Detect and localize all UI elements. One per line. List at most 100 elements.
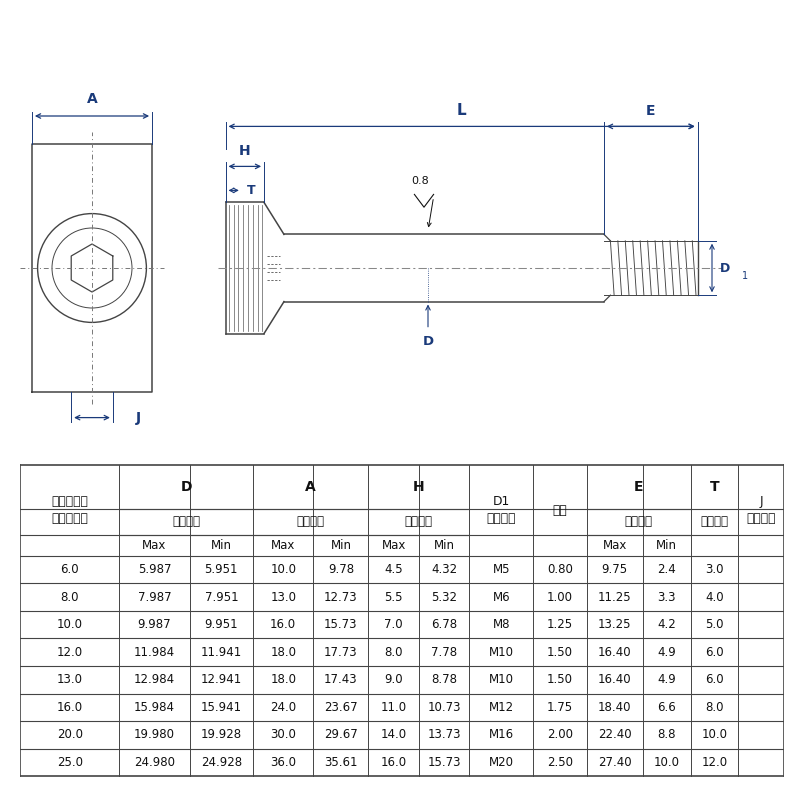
Text: 4.9: 4.9 xyxy=(658,674,676,686)
Text: 6.78: 6.78 xyxy=(431,618,457,631)
Text: 10.0: 10.0 xyxy=(270,563,296,576)
Text: A: A xyxy=(306,480,316,494)
Text: Max: Max xyxy=(142,539,166,552)
Text: M6: M6 xyxy=(493,590,510,603)
Text: 4.5: 4.5 xyxy=(384,563,403,576)
Text: 1.50: 1.50 xyxy=(547,646,573,658)
Text: Max: Max xyxy=(382,539,406,552)
Text: 8.0: 8.0 xyxy=(706,701,724,714)
Text: 2.4: 2.4 xyxy=(658,563,676,576)
Text: 4.9: 4.9 xyxy=(658,646,676,658)
Text: 12.0: 12.0 xyxy=(702,756,727,769)
Text: 4.2: 4.2 xyxy=(658,618,676,631)
Text: 头部厚度: 头部厚度 xyxy=(405,515,433,528)
Text: E: E xyxy=(634,480,643,494)
Text: M12: M12 xyxy=(489,701,514,714)
Text: 6.0: 6.0 xyxy=(60,563,79,576)
Text: 13.25: 13.25 xyxy=(598,618,631,631)
Text: 27.40: 27.40 xyxy=(598,756,631,769)
Text: 9.75: 9.75 xyxy=(602,563,628,576)
Text: 光杆直径: 光杆直径 xyxy=(172,515,200,528)
Text: 1.50: 1.50 xyxy=(547,674,573,686)
Text: 35.61: 35.61 xyxy=(324,756,358,769)
Text: 24.928: 24.928 xyxy=(201,756,242,769)
Text: 六角深度: 六角深度 xyxy=(701,515,729,528)
Text: 17.43: 17.43 xyxy=(324,674,358,686)
Text: 11.984: 11.984 xyxy=(134,646,175,658)
Text: 5.0: 5.0 xyxy=(706,618,724,631)
Text: 12.941: 12.941 xyxy=(201,674,242,686)
Text: 9.0: 9.0 xyxy=(384,674,403,686)
Text: 螺距: 螺距 xyxy=(553,504,567,517)
Text: 3.3: 3.3 xyxy=(658,590,676,603)
Text: 13.0: 13.0 xyxy=(270,590,296,603)
Text: 8.0: 8.0 xyxy=(61,590,79,603)
Text: 15.941: 15.941 xyxy=(201,701,242,714)
Text: 8.8: 8.8 xyxy=(658,728,676,742)
Text: Min: Min xyxy=(330,539,351,552)
Text: 10.0: 10.0 xyxy=(654,756,680,769)
Text: 36.0: 36.0 xyxy=(270,756,296,769)
Text: 5.32: 5.32 xyxy=(431,590,457,603)
Text: 19.928: 19.928 xyxy=(201,728,242,742)
Text: 12.984: 12.984 xyxy=(134,674,175,686)
Text: 11.0: 11.0 xyxy=(381,701,406,714)
Text: M8: M8 xyxy=(493,618,510,631)
Text: T: T xyxy=(246,184,255,197)
Text: 9.951: 9.951 xyxy=(205,618,238,631)
Text: D: D xyxy=(181,480,192,494)
Text: D: D xyxy=(422,335,434,348)
Text: T: T xyxy=(710,480,719,494)
Text: 7.987: 7.987 xyxy=(138,590,171,603)
Text: 1.00: 1.00 xyxy=(547,590,573,603)
Text: 5.5: 5.5 xyxy=(384,590,403,603)
Text: 10.73: 10.73 xyxy=(427,701,461,714)
Text: 15.73: 15.73 xyxy=(324,618,358,631)
Text: 1: 1 xyxy=(742,271,749,281)
Text: 12.73: 12.73 xyxy=(324,590,358,603)
Text: Min: Min xyxy=(434,539,454,552)
Text: H: H xyxy=(239,144,250,158)
Text: 2.50: 2.50 xyxy=(547,756,573,769)
Text: M20: M20 xyxy=(489,756,514,769)
Text: 4.32: 4.32 xyxy=(431,563,457,576)
Text: 9.987: 9.987 xyxy=(138,618,171,631)
Text: M5: M5 xyxy=(493,563,510,576)
Text: 头部直径: 头部直径 xyxy=(297,515,325,528)
Text: 1.25: 1.25 xyxy=(547,618,574,631)
Text: 29.67: 29.67 xyxy=(324,728,358,742)
Text: L: L xyxy=(457,103,466,118)
Text: D1
螺纹直径: D1 螺纹直径 xyxy=(486,495,516,526)
Text: 0.80: 0.80 xyxy=(547,563,573,576)
Text: 16.0: 16.0 xyxy=(57,701,82,714)
Text: 2.00: 2.00 xyxy=(547,728,573,742)
Text: 25.0: 25.0 xyxy=(57,756,82,769)
Text: 11.25: 11.25 xyxy=(598,590,631,603)
Text: 15.73: 15.73 xyxy=(427,756,461,769)
Text: 10.0: 10.0 xyxy=(702,728,727,742)
Text: 9.78: 9.78 xyxy=(328,563,354,576)
Text: 10.0: 10.0 xyxy=(57,618,82,631)
Text: 22.40: 22.40 xyxy=(598,728,631,742)
Text: 16.0: 16.0 xyxy=(381,756,406,769)
Text: 18.40: 18.40 xyxy=(598,701,631,714)
Text: 16.0: 16.0 xyxy=(270,618,296,631)
Text: Min: Min xyxy=(211,539,232,552)
Text: 20.0: 20.0 xyxy=(57,728,82,742)
Text: 14.0: 14.0 xyxy=(381,728,406,742)
Text: Max: Max xyxy=(602,539,627,552)
Text: 7.951: 7.951 xyxy=(205,590,238,603)
Text: 12.0: 12.0 xyxy=(57,646,82,658)
Text: 24.0: 24.0 xyxy=(270,701,296,714)
Text: H: H xyxy=(413,480,425,494)
Text: 8.0: 8.0 xyxy=(384,646,403,658)
Text: 6.0: 6.0 xyxy=(705,646,724,658)
Text: 23.67: 23.67 xyxy=(324,701,358,714)
Text: E: E xyxy=(646,105,655,118)
Text: M10: M10 xyxy=(489,646,514,658)
Text: 16.40: 16.40 xyxy=(598,646,631,658)
Text: 18.0: 18.0 xyxy=(270,646,296,658)
Text: 7.0: 7.0 xyxy=(384,618,403,631)
Text: 6.6: 6.6 xyxy=(658,701,676,714)
Text: 8.78: 8.78 xyxy=(431,674,457,686)
